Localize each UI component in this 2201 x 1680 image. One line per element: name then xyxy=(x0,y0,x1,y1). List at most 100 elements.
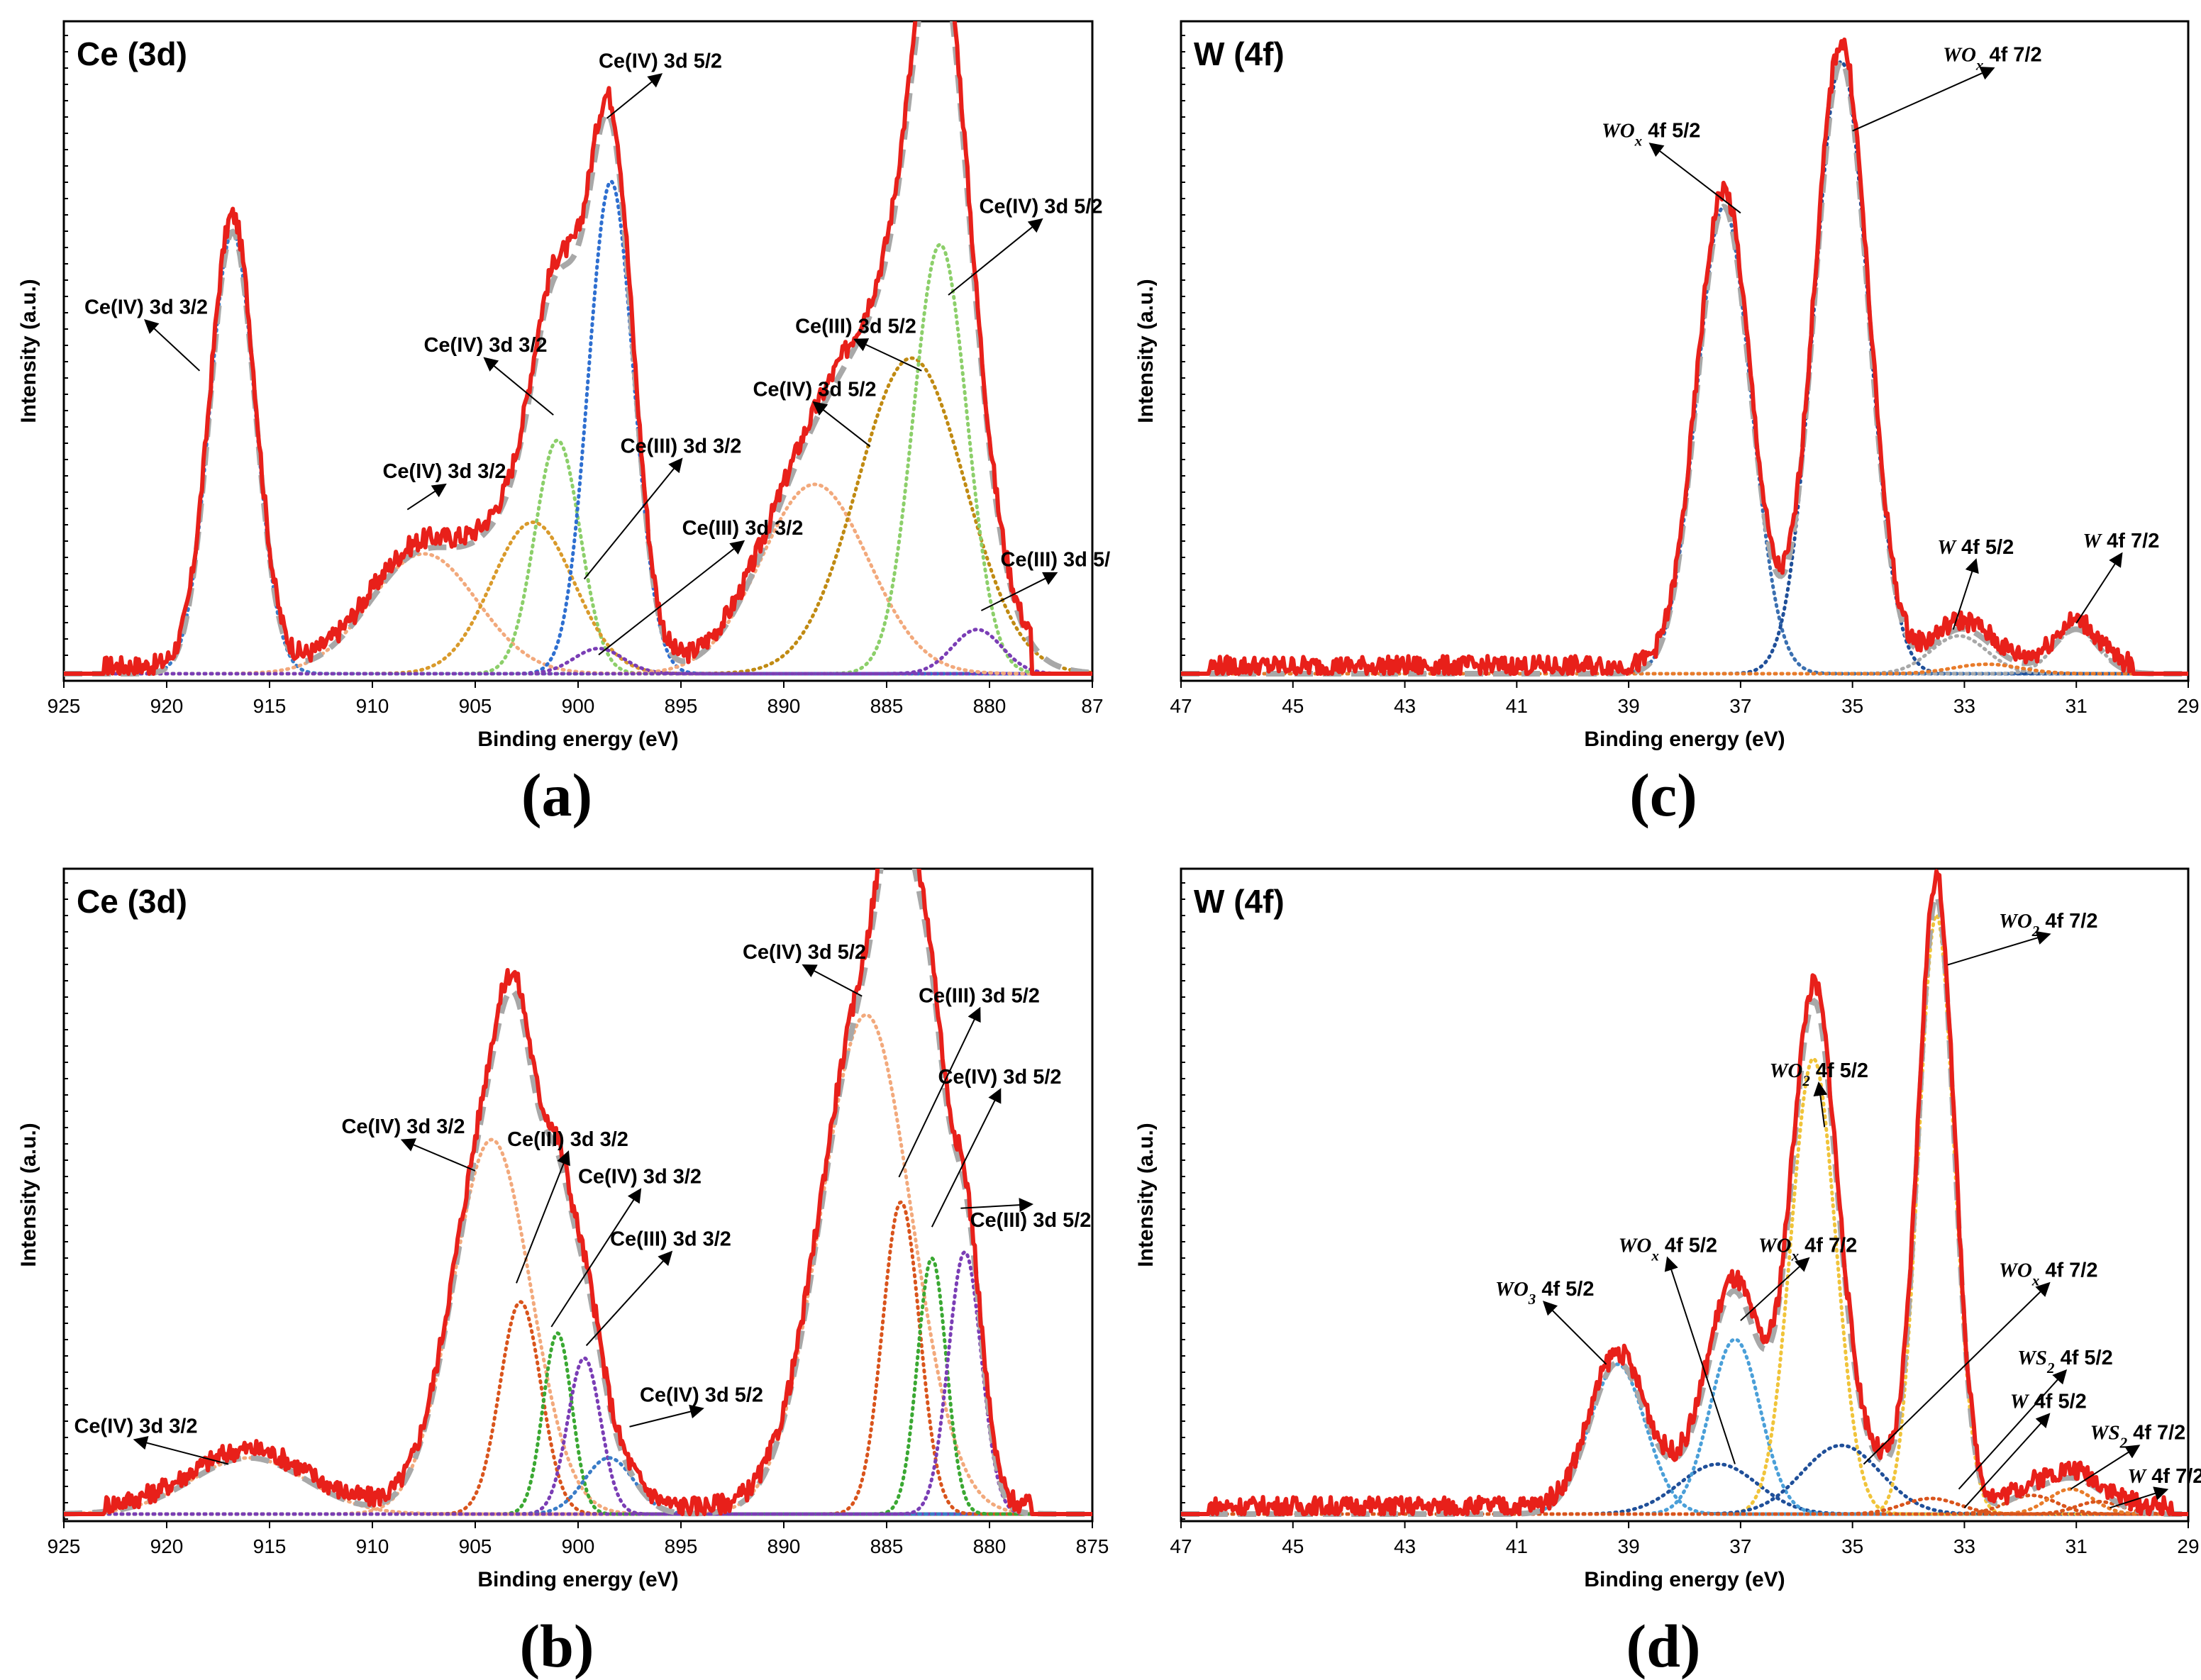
peak-annotation: WOx 4f 7/2 xyxy=(1740,1234,1857,1321)
svg-text:Ce(III) 3d 3/2: Ce(III) 3d 3/2 xyxy=(682,517,804,540)
species-subscript: x xyxy=(1791,1247,1800,1264)
panel-title: W (4f) xyxy=(1194,35,1285,72)
peak-annotation: WOx 4f 5/2 xyxy=(1602,120,1741,214)
annotation-arrow xyxy=(583,457,683,580)
chart-panel-d: 47 45 43 41 39 37 35 33 31 29 Binding energy (eV) I… xyxy=(1134,867,2201,1591)
annotation-label: 4f 7/2 xyxy=(2101,530,2159,552)
x-tick-label: 39 xyxy=(1618,1535,1640,1557)
annotation-label: 4f 5/2 xyxy=(2029,1390,2087,1413)
annotation-label: Ce(IV) 3d 5/2 xyxy=(599,50,722,73)
annotation-arrow xyxy=(898,1006,981,1178)
fitted-envelope-line xyxy=(1181,58,2188,677)
annotation-arrow xyxy=(1813,1081,1828,1128)
svg-text:WO3 4f 5/2: WO3 4f 5/2 xyxy=(1495,1278,1594,1308)
x-tick-label: 885 xyxy=(870,1535,904,1557)
component-peak-2 xyxy=(1181,59,2188,676)
annotation-label: Ce(IV) 3d 3/2 xyxy=(578,1166,702,1189)
svg-text:Ce(III) 3d 3/2: Ce(III) 3d 3/2 xyxy=(610,1228,731,1251)
svg-text:Ce(IV) 3d 5/2: Ce(IV) 3d 5/2 xyxy=(753,378,876,401)
species-symbol: WS xyxy=(2090,1421,2120,1444)
chart-panel-c: 47 45 43 41 39 37 35 33 31 29 Binding energy (eV) I… xyxy=(1134,20,2200,751)
annotation-label: Ce(IV) 3d 3/2 xyxy=(74,1415,197,1438)
component-peak-1 xyxy=(1181,204,2188,676)
x-tick-label: 925 xyxy=(48,695,81,717)
peak-annotation: Ce(IV) 3d 3/2 xyxy=(382,460,506,511)
species-symbol: WS xyxy=(2017,1347,2047,1369)
plot-frame xyxy=(62,867,1094,1523)
annotation-arrow xyxy=(960,1198,1033,1213)
species-symbol: W xyxy=(2083,530,2102,552)
species-symbol: WO xyxy=(1602,120,1635,143)
x-tick-label: 47 xyxy=(1170,1535,1192,1557)
x-tick-label: 45 xyxy=(1282,695,1304,717)
x-tick-label: 895 xyxy=(665,1535,698,1557)
annotation-label: 4f 5/2 xyxy=(1642,120,1700,143)
annotation-label: Ce(IV) 3d 5/2 xyxy=(640,1384,763,1407)
raw-data-line xyxy=(64,869,1092,1516)
svg-text:Ce(IV) 3d 5/2: Ce(IV) 3d 5/2 xyxy=(640,1384,763,1407)
x-tick-label: 37 xyxy=(1729,695,1751,717)
peak-annotation: Ce(IV) 3d 5/2 xyxy=(931,1066,1062,1228)
svg-text:WOx 4f 7/2: WOx 4f 7/2 xyxy=(1999,1259,2097,1289)
y-axis-minor-ticks xyxy=(64,35,68,672)
species-symbol: WO xyxy=(1943,44,1976,67)
annotation-label: 4f 7/2 xyxy=(1799,1234,1857,1257)
component-peak-6 xyxy=(1181,911,2188,1516)
svg-text:Ce(III) 3d 3/2: Ce(III) 3d 3/2 xyxy=(621,435,742,458)
annotation-label: 4f 5/2 xyxy=(1659,1234,1717,1257)
svg-text:W 4f 5/2: W 4f 5/2 xyxy=(2010,1390,2087,1413)
peak-annotation: WS2 4f 5/2 xyxy=(1958,1347,2113,1490)
x-tick-label: 35 xyxy=(1841,695,1863,717)
peak-annotation: Ce(IV) 3d 5/2 xyxy=(948,195,1103,296)
fitted-envelope-line xyxy=(64,21,1092,677)
raw-data-line xyxy=(1181,869,2188,1516)
annotation-label: Ce(III) 3d 3/2 xyxy=(682,517,804,540)
species-symbol: WO xyxy=(1770,1059,1803,1082)
chart-panel-b: 925 920 915 910 905 900 895 890 885 880 875 Binding… xyxy=(17,867,1109,1591)
x-tick-label: 920 xyxy=(150,1535,184,1557)
annotation-label: Ce(IV) 3d 5/2 xyxy=(938,1066,1061,1089)
annotation-arrow xyxy=(1863,1281,2051,1465)
annotation-label: Ce(III) 3d 5/2 xyxy=(970,1209,1092,1232)
peak-annotation: Ce(III) 3d 3/2 xyxy=(598,517,804,656)
peak-annotation: W 4f 5/2 xyxy=(1937,536,2014,630)
species-symbol: WO xyxy=(1619,1234,1652,1257)
x-tick-label: 31 xyxy=(2066,1535,2088,1557)
plot-frame xyxy=(1180,20,2190,682)
annotation-arrow xyxy=(802,964,863,997)
annotation-label: Ce(III) 3d 5/2 xyxy=(919,984,1040,1007)
annotation-arrow xyxy=(629,1404,704,1428)
peak-annotation: Ce(III) 3d 3/2 xyxy=(583,435,742,580)
x-tick-label: 45 xyxy=(1282,1535,1304,1557)
x-axis-title: Binding energy (eV) xyxy=(477,1568,678,1591)
svg-text:Ce(III) 3d 5/2: Ce(III) 3d 5/2 xyxy=(919,984,1040,1007)
svg-text:Ce(III) 3d 5/2: Ce(III) 3d 5/2 xyxy=(970,1209,1092,1232)
annotation-arrow xyxy=(1664,1256,1736,1464)
svg-text:Ce(IV) 3d 3/2: Ce(IV) 3d 3/2 xyxy=(74,1415,197,1438)
annotation-arrow xyxy=(516,1150,570,1284)
component-peak-3 xyxy=(64,438,1092,676)
peak-annotation: Ce(III) 3d 3/2 xyxy=(585,1228,731,1347)
figure-label-d: (d) xyxy=(1626,1612,1700,1680)
y-axis-title: Intensity (a.u.) xyxy=(1134,1123,1158,1267)
annotation-arrow xyxy=(1947,930,2051,966)
svg-text:WOx 4f 7/2: WOx 4f 7/2 xyxy=(1758,1234,1857,1264)
peak-annotation: WOx 4f 7/2 xyxy=(1863,1259,2098,1465)
peak-annotation: Ce(III) 3d 3/2 xyxy=(507,1128,628,1284)
peak-annotation: W 4f 7/2 xyxy=(2109,1465,2201,1509)
annotation-label: 4f 7/2 xyxy=(2146,1465,2201,1488)
annotation-arrow xyxy=(812,401,871,447)
component-peak-4 xyxy=(64,520,1092,676)
species-subscript: 2 xyxy=(1802,1072,1810,1089)
svg-text:W 4f 5/2: W 4f 5/2 xyxy=(1937,536,2014,559)
species-subscript: 3 xyxy=(1528,1291,1536,1308)
chart-panel-a: 925 920 915 910 905 900 895 890 885 880 87 Binding … xyxy=(17,20,1110,751)
x-tick-label: 29 xyxy=(2177,695,2199,717)
peak-annotation: WO3 4f 5/2 xyxy=(1495,1278,1607,1365)
svg-text:Ce(IV) 3d 3/2: Ce(IV) 3d 3/2 xyxy=(382,460,506,483)
peak-annotation: WO2 4f 7/2 xyxy=(1947,910,2098,966)
species-symbol: W xyxy=(2010,1390,2030,1413)
figure-label-c: (c) xyxy=(1629,761,1697,829)
annotation-arrow xyxy=(1648,143,1741,214)
x-tick-label: 33 xyxy=(1953,695,1975,717)
